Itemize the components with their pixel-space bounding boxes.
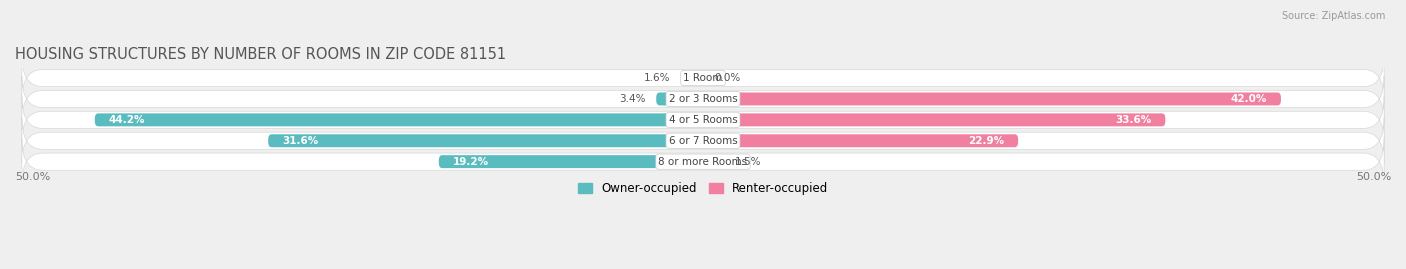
Text: 50.0%: 50.0% bbox=[1355, 172, 1391, 182]
FancyBboxPatch shape bbox=[22, 55, 1384, 101]
FancyBboxPatch shape bbox=[94, 113, 703, 126]
FancyBboxPatch shape bbox=[703, 155, 724, 168]
Text: 8 or more Rooms: 8 or more Rooms bbox=[658, 157, 748, 167]
Text: 42.0%: 42.0% bbox=[1230, 94, 1267, 104]
FancyBboxPatch shape bbox=[703, 134, 1018, 147]
FancyBboxPatch shape bbox=[22, 97, 1384, 143]
Legend: Owner-occupied, Renter-occupied: Owner-occupied, Renter-occupied bbox=[572, 177, 834, 200]
FancyBboxPatch shape bbox=[22, 118, 1384, 164]
Text: 22.9%: 22.9% bbox=[969, 136, 1004, 146]
FancyBboxPatch shape bbox=[703, 113, 1166, 126]
Text: 1 Room: 1 Room bbox=[683, 73, 723, 83]
Text: 0.0%: 0.0% bbox=[714, 73, 740, 83]
Text: HOUSING STRUCTURES BY NUMBER OF ROOMS IN ZIP CODE 81151: HOUSING STRUCTURES BY NUMBER OF ROOMS IN… bbox=[15, 47, 506, 62]
Text: 1.5%: 1.5% bbox=[735, 157, 761, 167]
FancyBboxPatch shape bbox=[22, 139, 1384, 185]
FancyBboxPatch shape bbox=[22, 76, 1384, 122]
Text: Source: ZipAtlas.com: Source: ZipAtlas.com bbox=[1281, 11, 1385, 21]
Text: 1.6%: 1.6% bbox=[644, 73, 671, 83]
FancyBboxPatch shape bbox=[703, 93, 1281, 105]
FancyBboxPatch shape bbox=[657, 93, 703, 105]
Text: 19.2%: 19.2% bbox=[453, 157, 489, 167]
Text: 4 or 5 Rooms: 4 or 5 Rooms bbox=[669, 115, 737, 125]
FancyBboxPatch shape bbox=[439, 155, 703, 168]
Text: 2 or 3 Rooms: 2 or 3 Rooms bbox=[669, 94, 737, 104]
Text: 33.6%: 33.6% bbox=[1115, 115, 1152, 125]
Text: 50.0%: 50.0% bbox=[15, 172, 51, 182]
Text: 31.6%: 31.6% bbox=[283, 136, 318, 146]
FancyBboxPatch shape bbox=[269, 134, 703, 147]
FancyBboxPatch shape bbox=[681, 72, 703, 84]
Text: 6 or 7 Rooms: 6 or 7 Rooms bbox=[669, 136, 737, 146]
Text: 44.2%: 44.2% bbox=[108, 115, 145, 125]
Text: 3.4%: 3.4% bbox=[619, 94, 645, 104]
